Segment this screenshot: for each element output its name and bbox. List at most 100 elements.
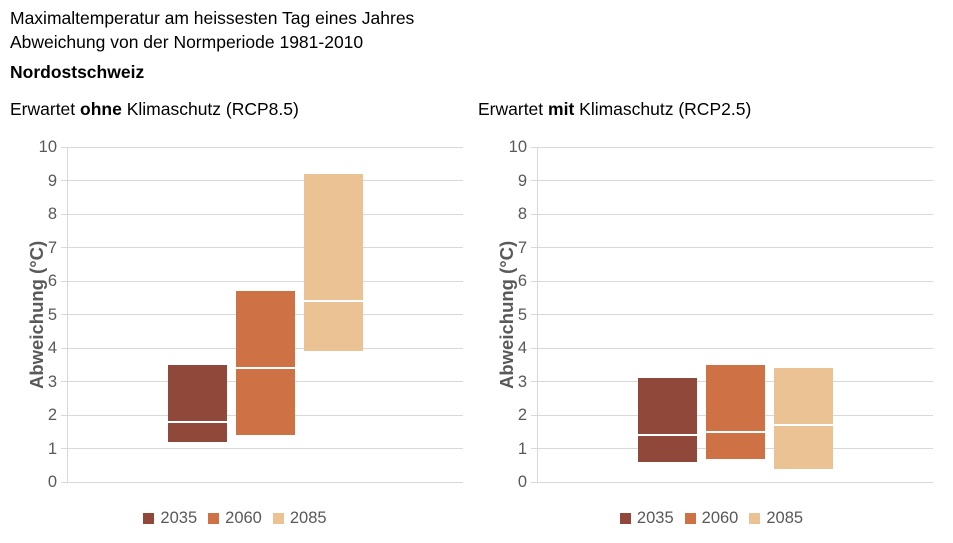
legend-swatch-icon bbox=[684, 513, 696, 524]
panel-title-rcp25: Erwartet mit Klimaschutz (RCP2.5) bbox=[478, 99, 751, 120]
gridline bbox=[537, 213, 933, 215]
gridline bbox=[537, 347, 933, 349]
legend-rcp25: 2035 2060 2085 bbox=[470, 509, 953, 528]
y-tick-label: 1 bbox=[47, 439, 57, 458]
y-tick-mark bbox=[531, 180, 537, 181]
y-tick-label: 8 bbox=[517, 205, 527, 223]
legend-item-2035: 2035 bbox=[143, 509, 197, 528]
y-tick-mark bbox=[531, 247, 537, 248]
legend-rcp85: 2035 2060 2085 bbox=[0, 509, 470, 528]
y-tick-mark bbox=[61, 247, 67, 248]
range-bar-2060 bbox=[235, 291, 295, 436]
range-bar-2085 bbox=[303, 173, 363, 352]
y-tick-mark bbox=[61, 314, 67, 315]
y-tick-mark bbox=[531, 146, 537, 148]
gridline bbox=[537, 280, 933, 282]
range-bar-2060 bbox=[705, 364, 765, 459]
y-tick-label: 9 bbox=[517, 171, 527, 190]
legend-swatch-icon bbox=[619, 513, 631, 524]
y-tick-label: 5 bbox=[517, 305, 527, 324]
gridline bbox=[537, 314, 933, 315]
range-bar-2035 bbox=[637, 378, 697, 462]
median-line bbox=[167, 420, 227, 423]
panel-title-emphasis: mit bbox=[548, 99, 575, 119]
y-tick-label: 6 bbox=[47, 272, 57, 290]
legend-label: 2060 bbox=[701, 509, 739, 527]
y-tick-label: 0 bbox=[517, 473, 527, 491]
y-tick-mark bbox=[61, 213, 67, 215]
y-tick-label: 4 bbox=[47, 339, 57, 357]
y-tick-label: 3 bbox=[517, 372, 527, 391]
gridline bbox=[67, 448, 463, 449]
y-tick-label: 7 bbox=[517, 238, 527, 257]
y-tick-label: 2 bbox=[517, 406, 527, 424]
legend-label: 2035 bbox=[160, 509, 198, 527]
gridline bbox=[537, 146, 933, 148]
y-tick-label: 9 bbox=[47, 171, 57, 190]
gridline bbox=[67, 247, 463, 248]
gridline bbox=[537, 180, 933, 181]
panel-title-suffix: Klimaschutz (RCP8.5) bbox=[121, 99, 299, 119]
median-line bbox=[705, 430, 765, 433]
y-tick-label: 7 bbox=[47, 238, 57, 257]
y-tick-label: 8 bbox=[47, 205, 57, 223]
legend-label: 2060 bbox=[225, 509, 262, 527]
gridline bbox=[537, 481, 933, 483]
panel-title-suffix: Klimaschutz (RCP2.5) bbox=[574, 99, 752, 119]
y-tick-label: 10 bbox=[38, 138, 57, 156]
legend-item-2060: 2060 bbox=[208, 509, 262, 528]
legend-item-2035: 2035 bbox=[619, 509, 674, 528]
y-tick-label: 5 bbox=[47, 305, 57, 324]
gridline bbox=[67, 180, 463, 181]
plot-area-rcp25: 0 1 2 3 4 5 6 7 8 9 10 bbox=[509, 138, 933, 491]
median-line bbox=[303, 300, 363, 303]
y-tick-label: 6 bbox=[517, 272, 527, 290]
y-tick-mark bbox=[61, 280, 67, 282]
panel-title-prefix: Erwartet bbox=[10, 99, 81, 119]
y-tick-mark bbox=[531, 213, 537, 215]
y-tick-mark bbox=[61, 448, 67, 449]
legend-label: 2085 bbox=[289, 509, 327, 527]
legend-label: 2085 bbox=[766, 509, 804, 527]
panel-rcp85: Erwartet ohne Klimaschutz (RCP8.5) Abwei… bbox=[0, 95, 470, 543]
y-tick-mark bbox=[531, 347, 537, 349]
y-tick-mark bbox=[61, 481, 67, 483]
legend-swatch-icon bbox=[749, 513, 761, 524]
y-tick-mark bbox=[531, 448, 537, 449]
legend-swatch-icon bbox=[208, 513, 220, 524]
legend-swatch-icon bbox=[272, 513, 284, 524]
gridline bbox=[67, 146, 463, 148]
median-line bbox=[637, 434, 697, 437]
y-tick-label: 4 bbox=[517, 339, 527, 357]
gridline bbox=[67, 213, 463, 215]
chart-title-line1: Maximaltemperatur am heissesten Tag eine… bbox=[10, 8, 415, 28]
y-tick-mark bbox=[531, 314, 537, 315]
gridline bbox=[537, 247, 933, 248]
gridline bbox=[67, 481, 463, 483]
median-line bbox=[773, 424, 833, 427]
y-tick-label: 3 bbox=[47, 372, 57, 391]
legend-item-2085: 2085 bbox=[749, 509, 803, 528]
region-title: Nordostschweiz bbox=[10, 62, 145, 82]
y-tick-label: 0 bbox=[47, 473, 57, 491]
y-tick-mark bbox=[61, 414, 67, 416]
range-bar-2035 bbox=[167, 364, 227, 442]
panel-title-rcp85: Erwartet ohne Klimaschutz (RCP8.5) bbox=[10, 99, 299, 120]
panel-title-emphasis: ohne bbox=[80, 99, 122, 119]
y-tick-mark bbox=[531, 381, 537, 382]
y-tick-mark bbox=[61, 180, 67, 181]
y-tick-mark bbox=[61, 146, 67, 148]
range-bar-2085 bbox=[773, 368, 833, 469]
gridline bbox=[67, 280, 463, 282]
y-tick-label: 1 bbox=[517, 439, 527, 458]
panel-title-prefix: Erwartet bbox=[478, 99, 549, 119]
legend-swatch-icon bbox=[143, 513, 155, 524]
y-tick-label: 10 bbox=[508, 138, 527, 156]
y-tick-mark bbox=[531, 414, 537, 416]
y-tick-label: 2 bbox=[47, 406, 57, 424]
legend-label: 2035 bbox=[636, 509, 674, 527]
y-tick-mark bbox=[531, 280, 537, 282]
y-tick-mark bbox=[531, 481, 537, 483]
legend-item-2085: 2085 bbox=[272, 509, 327, 528]
